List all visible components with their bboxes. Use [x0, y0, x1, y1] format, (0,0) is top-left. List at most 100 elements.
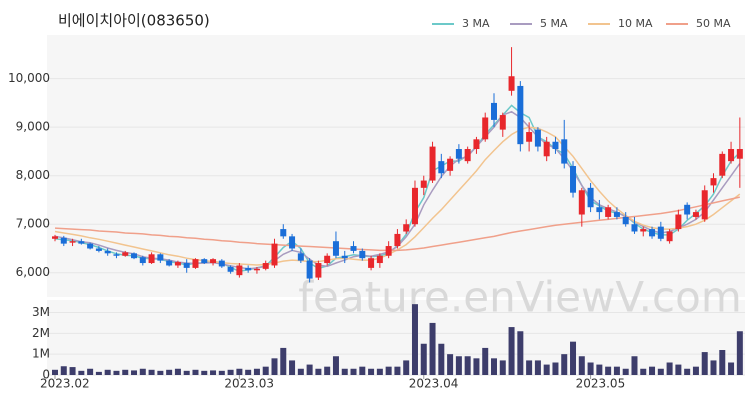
legend-label: 3 MA	[462, 17, 490, 30]
candle-body	[491, 102, 497, 120]
volume-bar	[684, 368, 691, 375]
x-tick-label: 2023.02	[40, 377, 90, 391]
candle-body	[52, 236, 58, 239]
chart-title: 비에이치아이(083650)	[58, 12, 210, 30]
volume-bar	[376, 368, 383, 375]
volume-bar	[666, 362, 673, 375]
y-tick-label: 2M	[32, 326, 50, 340]
volume-bar	[245, 369, 252, 375]
volume-bar	[324, 366, 331, 375]
candle-body	[306, 260, 313, 279]
candle-body	[438, 161, 445, 174]
volume-bar	[692, 366, 699, 375]
candle-body	[201, 259, 208, 264]
candle-body	[719, 153, 726, 176]
volume-bar	[148, 369, 155, 375]
candle-body	[157, 254, 164, 261]
candle-body	[271, 243, 278, 266]
candle-body	[473, 139, 480, 150]
volume-bar	[289, 360, 296, 375]
candle-body	[69, 241, 76, 243]
candle-body	[578, 190, 585, 215]
candle-body	[455, 149, 462, 159]
candle-body	[543, 141, 550, 157]
candle-body	[534, 129, 541, 147]
y-tick-label: 3M	[32, 305, 50, 319]
volume-bar	[736, 331, 743, 375]
candle-body	[236, 265, 243, 276]
candle-body	[649, 229, 656, 237]
candle-body	[587, 187, 594, 208]
volume-bar	[253, 368, 260, 375]
volume-bar	[52, 369, 58, 375]
candle-body	[280, 229, 287, 237]
volume-bar	[60, 366, 67, 375]
volume-bar	[218, 370, 225, 375]
candle-body	[174, 262, 181, 266]
candle-body	[131, 253, 138, 259]
volume-bar	[341, 368, 348, 375]
candle-body	[420, 180, 427, 188]
volume-bar	[605, 366, 612, 375]
candle-body	[482, 117, 489, 140]
candle-body	[394, 233, 401, 247]
candle-body	[728, 149, 735, 162]
volume-bar	[649, 366, 656, 375]
volume-bar	[183, 370, 190, 375]
candle-body	[262, 263, 269, 269]
candle-body	[315, 263, 322, 278]
volume-bar	[174, 368, 181, 375]
volume-bar	[166, 369, 173, 375]
candle-body	[210, 259, 217, 264]
candle-body	[78, 241, 85, 244]
volume-bar	[394, 366, 401, 375]
candle-body	[613, 212, 620, 217]
volume-bar	[332, 356, 339, 375]
candle-body	[139, 257, 146, 264]
y-tick-label: 1M	[32, 347, 50, 361]
candle-body	[552, 141, 559, 150]
y-tick-label: 0	[42, 368, 50, 382]
volume-bar	[587, 362, 594, 375]
candle-body	[411, 187, 418, 225]
volume-bar	[157, 370, 164, 375]
candle-body	[596, 207, 603, 213]
volume-bar	[543, 364, 550, 375]
candle-body	[95, 248, 102, 251]
candle-body	[148, 254, 155, 264]
candle-body	[684, 204, 691, 215]
candle-body	[605, 207, 612, 217]
volume-bar	[429, 322, 436, 375]
candle-body	[359, 250, 366, 259]
candle-body	[517, 85, 524, 145]
volume-bar	[622, 368, 629, 375]
candle-body	[183, 263, 190, 268]
candle-body	[710, 178, 717, 186]
candle-body	[218, 260, 225, 267]
watermark: feature.enViewV.com	[298, 273, 741, 322]
candle-body	[464, 149, 471, 162]
candle-body	[289, 236, 296, 249]
volume-bar	[315, 368, 322, 375]
volume-bar	[210, 370, 217, 375]
candle-body	[429, 146, 436, 181]
volume-bar	[403, 360, 410, 375]
candle-body	[692, 212, 699, 217]
volume-bar	[87, 368, 94, 375]
volume-bar	[122, 369, 129, 375]
y-tick-label: 8,000	[16, 168, 50, 182]
volume-bar	[719, 350, 726, 375]
candle-body	[368, 258, 375, 268]
volume-bar	[104, 369, 111, 375]
volume-bar	[482, 347, 489, 375]
y-tick-label: 10,000	[8, 71, 50, 85]
volume-bar	[613, 366, 620, 375]
legend-label: 50 MA	[696, 17, 731, 30]
candle-body	[122, 252, 129, 256]
candle-body	[701, 190, 708, 220]
volume-bar	[640, 368, 647, 375]
candle-body	[104, 250, 111, 254]
candle-body	[736, 149, 743, 159]
volume-bar	[552, 362, 559, 375]
candle-body	[666, 231, 673, 242]
